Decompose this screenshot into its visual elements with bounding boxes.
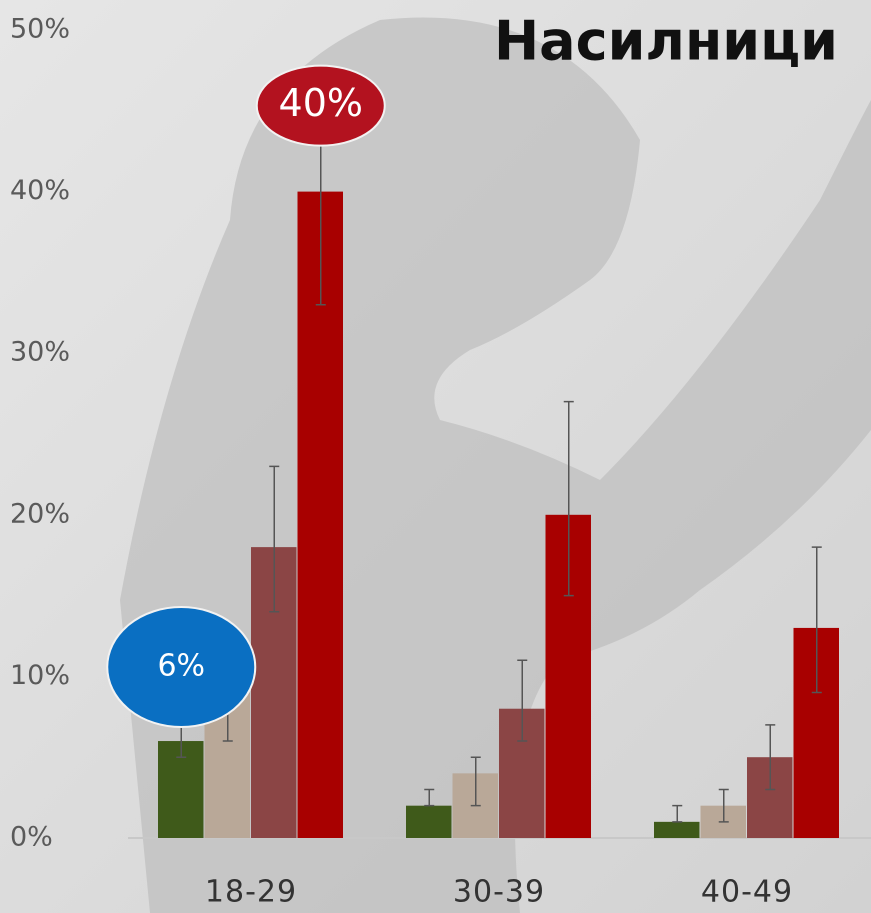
callout-label: 40% [279, 81, 363, 125]
y-tick-label: 50% [10, 14, 70, 45]
chart: Насилници 0% 10% 20% 30% 40% 50% 18-29 30-39 40-… [0, 0, 871, 913]
y-tick-label: 0% [10, 822, 53, 853]
x-tick-label: 18-29 [205, 875, 297, 910]
y-tick-label: 20% [10, 498, 70, 529]
bar [406, 806, 452, 838]
chart-title: Насилници [494, 10, 838, 73]
y-tick-label: 30% [10, 337, 70, 368]
y-tick-label: 40% [10, 175, 70, 206]
bar [654, 822, 700, 838]
y-tick-label: 10% [10, 660, 70, 691]
callout-label: 6% [157, 649, 205, 684]
x-tick-label: 30-39 [453, 875, 545, 910]
x-tick-label: 40-49 [701, 875, 793, 910]
